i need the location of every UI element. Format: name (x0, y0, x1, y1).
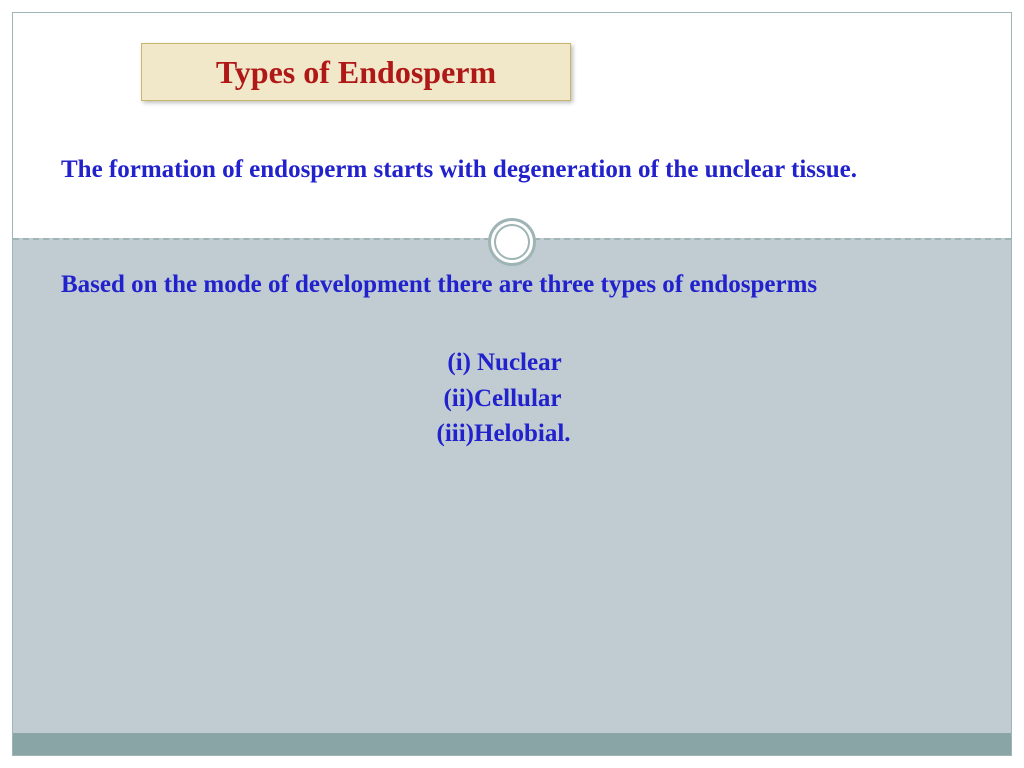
list-item: (i) Nuclear (13, 345, 1011, 381)
slide-frame: Types of Endosperm The formation of endo… (12, 12, 1012, 756)
list-item-value: Cellular (474, 381, 604, 417)
list-item-label: (i) (417, 345, 471, 381)
lower-region (13, 238, 1011, 733)
paragraph-1: The formation of endosperm starts with d… (61, 153, 951, 187)
paragraph-2: Based on the mode of development there a… (61, 268, 951, 302)
list-item-value: Nuclear (477, 345, 607, 381)
list-item-label: (iii) (420, 416, 474, 452)
slide-title: Types of Endosperm (216, 54, 496, 91)
divider-circle-ornament (488, 218, 536, 266)
bottom-accent-bar (13, 733, 1011, 755)
list-item-value: Helobial. (474, 416, 604, 452)
list-item: (iii) Helobial. (13, 416, 1011, 452)
list-item: (ii) Cellular (13, 381, 1011, 417)
title-box: Types of Endosperm (141, 43, 571, 101)
endosperm-types-list: (i) Nuclear (ii) Cellular (iii) Helobial… (13, 345, 1011, 452)
list-item-label: (ii) (420, 381, 474, 417)
